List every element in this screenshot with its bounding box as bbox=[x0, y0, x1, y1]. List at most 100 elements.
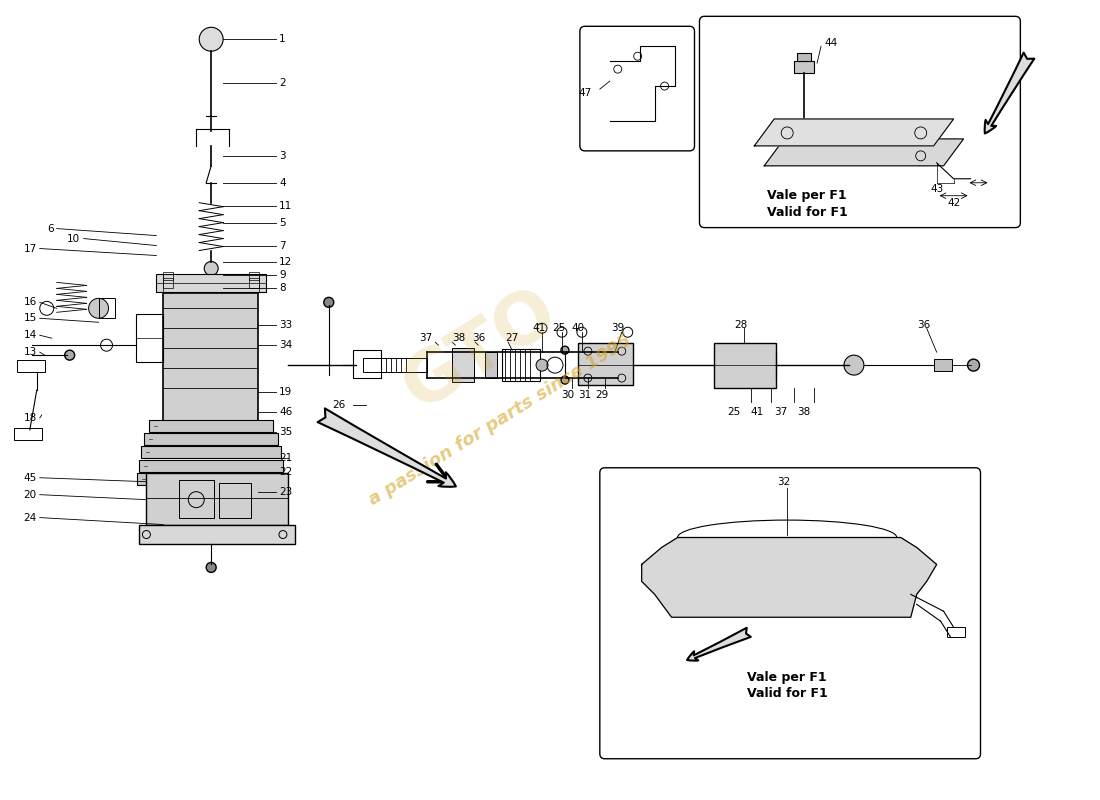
Text: 25: 25 bbox=[728, 407, 741, 417]
Text: 24: 24 bbox=[23, 513, 36, 522]
Polygon shape bbox=[764, 139, 964, 166]
Bar bbox=[578, 343, 632, 385]
Text: 30: 30 bbox=[561, 390, 574, 400]
Text: 33: 33 bbox=[279, 320, 293, 330]
Circle shape bbox=[844, 355, 864, 375]
Text: 11: 11 bbox=[279, 201, 293, 210]
Text: 35: 35 bbox=[279, 427, 293, 437]
Text: 31: 31 bbox=[579, 390, 592, 400]
Circle shape bbox=[205, 262, 218, 275]
Text: 37: 37 bbox=[419, 334, 432, 343]
Circle shape bbox=[199, 27, 223, 51]
Text: 19: 19 bbox=[279, 387, 293, 397]
Text: 28: 28 bbox=[735, 320, 748, 330]
Bar bbox=[140, 525, 295, 545]
Text: 7: 7 bbox=[279, 241, 286, 250]
Bar bbox=[452, 348, 474, 382]
Text: 6: 6 bbox=[47, 223, 54, 234]
Text: 4: 4 bbox=[279, 178, 286, 188]
Text: 5: 5 bbox=[279, 218, 286, 228]
Bar bbox=[249, 273, 258, 281]
Bar bbox=[163, 273, 174, 281]
Text: 16: 16 bbox=[23, 298, 36, 307]
Text: 17: 17 bbox=[23, 243, 36, 254]
Text: 8: 8 bbox=[279, 283, 286, 294]
Bar bbox=[249, 278, 258, 288]
Text: 9: 9 bbox=[279, 270, 286, 281]
Polygon shape bbox=[755, 119, 954, 146]
Bar bbox=[485, 352, 497, 378]
Text: 42: 42 bbox=[947, 198, 960, 208]
Text: 23: 23 bbox=[279, 486, 293, 497]
Bar bbox=[798, 54, 811, 61]
Bar bbox=[353, 350, 381, 378]
Text: 1: 1 bbox=[279, 34, 286, 44]
Bar bbox=[144, 433, 278, 445]
Text: Valid for F1: Valid for F1 bbox=[747, 687, 827, 701]
Text: 2: 2 bbox=[279, 78, 286, 88]
Bar bbox=[14, 428, 42, 440]
Text: a passion for parts since 1995: a passion for parts since 1995 bbox=[365, 331, 635, 509]
Text: 10: 10 bbox=[66, 234, 79, 243]
Text: 3: 3 bbox=[279, 151, 286, 161]
Bar bbox=[934, 359, 952, 371]
Circle shape bbox=[561, 346, 569, 354]
FancyBboxPatch shape bbox=[600, 468, 980, 758]
Text: 27: 27 bbox=[505, 334, 518, 343]
Circle shape bbox=[968, 359, 979, 371]
Text: 39: 39 bbox=[612, 323, 625, 334]
Bar bbox=[99, 298, 114, 318]
Text: 36: 36 bbox=[472, 334, 485, 343]
Bar bbox=[794, 61, 814, 73]
Text: Vale per F1: Vale per F1 bbox=[768, 190, 847, 202]
Text: 38: 38 bbox=[798, 407, 811, 417]
Text: 43: 43 bbox=[930, 184, 944, 194]
Bar bbox=[146, 473, 288, 525]
Bar bbox=[16, 360, 45, 372]
Polygon shape bbox=[641, 538, 937, 618]
Text: Vale per F1: Vale per F1 bbox=[747, 670, 827, 683]
Bar bbox=[163, 294, 258, 428]
Text: 34: 34 bbox=[279, 340, 293, 350]
Bar bbox=[363, 358, 428, 372]
Text: 21: 21 bbox=[279, 453, 293, 462]
Text: 32: 32 bbox=[778, 477, 791, 486]
Bar bbox=[136, 314, 163, 362]
Text: 15: 15 bbox=[23, 314, 36, 323]
Circle shape bbox=[561, 376, 569, 384]
Bar bbox=[179, 480, 214, 518]
Text: 36: 36 bbox=[917, 320, 931, 330]
Text: 22: 22 bbox=[279, 466, 293, 477]
Bar bbox=[142, 446, 280, 458]
Text: 26: 26 bbox=[332, 400, 345, 410]
Text: Valid for F1: Valid for F1 bbox=[767, 206, 847, 219]
FancyBboxPatch shape bbox=[700, 16, 1021, 228]
Text: 13: 13 bbox=[23, 347, 36, 357]
Text: 29: 29 bbox=[595, 390, 608, 400]
Text: 38: 38 bbox=[452, 334, 465, 343]
Text: 45: 45 bbox=[23, 473, 36, 482]
Text: 18: 18 bbox=[23, 413, 36, 423]
Bar bbox=[947, 627, 965, 637]
Text: 47: 47 bbox=[579, 88, 592, 98]
Bar bbox=[503, 349, 540, 381]
Circle shape bbox=[89, 298, 109, 318]
Text: GTO: GTO bbox=[390, 276, 570, 424]
Text: 46: 46 bbox=[279, 407, 293, 417]
Circle shape bbox=[206, 562, 217, 572]
Text: 41: 41 bbox=[750, 407, 763, 417]
Bar bbox=[139, 460, 284, 472]
Text: 12: 12 bbox=[279, 258, 293, 267]
Circle shape bbox=[65, 350, 75, 360]
Bar bbox=[148, 420, 274, 432]
Bar bbox=[163, 278, 174, 288]
FancyBboxPatch shape bbox=[580, 26, 694, 151]
Circle shape bbox=[536, 359, 548, 371]
Text: 41: 41 bbox=[532, 323, 546, 334]
Bar bbox=[219, 482, 251, 518]
Text: 44: 44 bbox=[824, 38, 837, 48]
Text: 14: 14 bbox=[23, 330, 36, 340]
Text: 37: 37 bbox=[774, 407, 788, 417]
Circle shape bbox=[323, 298, 333, 307]
Bar bbox=[156, 274, 266, 292]
